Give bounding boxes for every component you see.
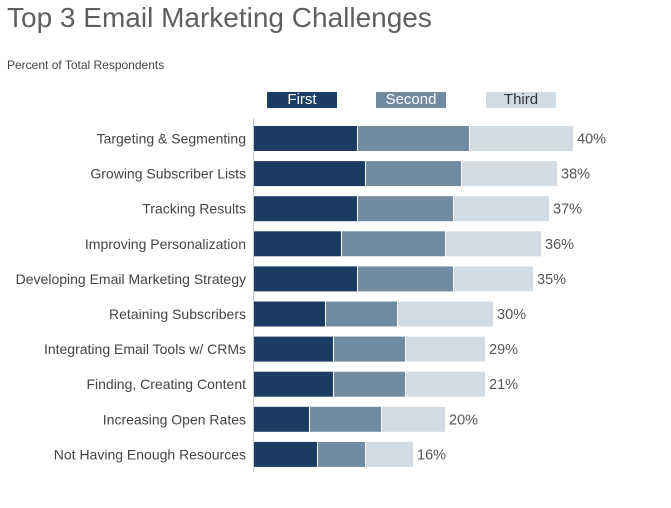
bar-segment-first <box>254 231 341 257</box>
bar-segment-first <box>254 336 333 362</box>
legend-third: Third <box>486 92 556 108</box>
bar-row: Improving Personalization 36% <box>85 231 574 257</box>
legend-second: Second <box>376 92 446 108</box>
category-label: Increasing Open Rates <box>103 411 246 427</box>
total-label: 16% <box>417 447 446 463</box>
bar-row: Finding, Creating Content 21% <box>86 371 518 397</box>
bar-segment-third <box>454 196 549 222</box>
bar-segment-first <box>254 406 309 432</box>
bar-segment-third <box>398 301 493 327</box>
bar-segment-third <box>454 266 533 292</box>
total-label: 37% <box>553 202 582 218</box>
bar-segment-first <box>254 196 357 222</box>
bar-segment-second <box>310 406 381 432</box>
legend-first-label: First <box>287 91 317 108</box>
total-label: 40% <box>577 132 606 148</box>
total-label: 36% <box>545 237 574 253</box>
bar-row: Tracking Results 37% <box>142 196 582 222</box>
bar-segment-second <box>334 371 405 397</box>
total-label: 38% <box>561 167 590 183</box>
bar-segment-second <box>358 196 453 222</box>
bar-segment-first <box>254 371 333 397</box>
bar-segment-third <box>366 441 413 467</box>
bar-row: Increasing Open Rates 20% <box>103 406 478 432</box>
bar-segment-first <box>254 161 365 187</box>
bar-row: Retaining Subscribers 30% <box>109 301 526 327</box>
bar-segment-third <box>406 371 485 397</box>
bar-segment-first <box>254 126 357 151</box>
legend-second-label: Second <box>385 91 437 108</box>
bar-segment-second <box>326 301 397 327</box>
total-label: 35% <box>537 272 566 288</box>
bar-segment-third <box>446 231 541 257</box>
bar-segment-third <box>382 406 445 432</box>
category-label: Tracking Results <box>142 201 246 217</box>
chart-title: Top 3 Email Marketing Challenges <box>7 2 432 33</box>
total-label: 29% <box>489 342 518 358</box>
bar-row: Integrating Email Tools w/ CRMs 29% <box>44 336 518 362</box>
bar-segment-first <box>254 441 317 467</box>
bar-segment-third <box>406 336 485 362</box>
bar-segment-second <box>358 126 469 151</box>
category-label: Improving Personalization <box>85 236 246 252</box>
legend-third-label: Third <box>503 91 539 108</box>
category-label: Growing Subscriber Lists <box>90 166 246 182</box>
bar-row: Targeting & Segmenting 40% <box>97 126 606 151</box>
category-label: Finding, Creating Content <box>86 376 246 392</box>
bar-segment-second <box>318 441 365 467</box>
chart-subtitle: Percent of Total Respondents <box>7 58 165 72</box>
category-label: Developing Email Marketing Strategy <box>16 271 246 287</box>
bar-row: Growing Subscriber Lists 38% <box>90 161 590 187</box>
category-label: Integrating Email Tools w/ CRMs <box>44 341 246 357</box>
total-label: 20% <box>449 412 478 428</box>
bar-segment-first <box>254 301 325 327</box>
category-label: Retaining Subscribers <box>109 306 246 322</box>
bar-row: Developing Email Marketing Strategy 35% <box>16 266 566 292</box>
bar-segment-second <box>366 161 461 187</box>
bar-segment-third <box>470 126 573 151</box>
category-label: Not Having Enough Resources <box>54 446 246 462</box>
bar-segment-second <box>358 266 453 292</box>
bar-segment-third <box>462 161 557 187</box>
bar-segment-second <box>334 336 405 362</box>
legend-first: First <box>267 92 337 108</box>
total-label: 21% <box>489 377 518 393</box>
bar-row: Not Having Enough Resources 16% <box>54 441 446 467</box>
total-label: 30% <box>497 307 526 323</box>
bar-segment-second <box>342 231 445 257</box>
bar-segment-first <box>254 266 357 292</box>
category-label: Targeting & Segmenting <box>97 131 246 147</box>
